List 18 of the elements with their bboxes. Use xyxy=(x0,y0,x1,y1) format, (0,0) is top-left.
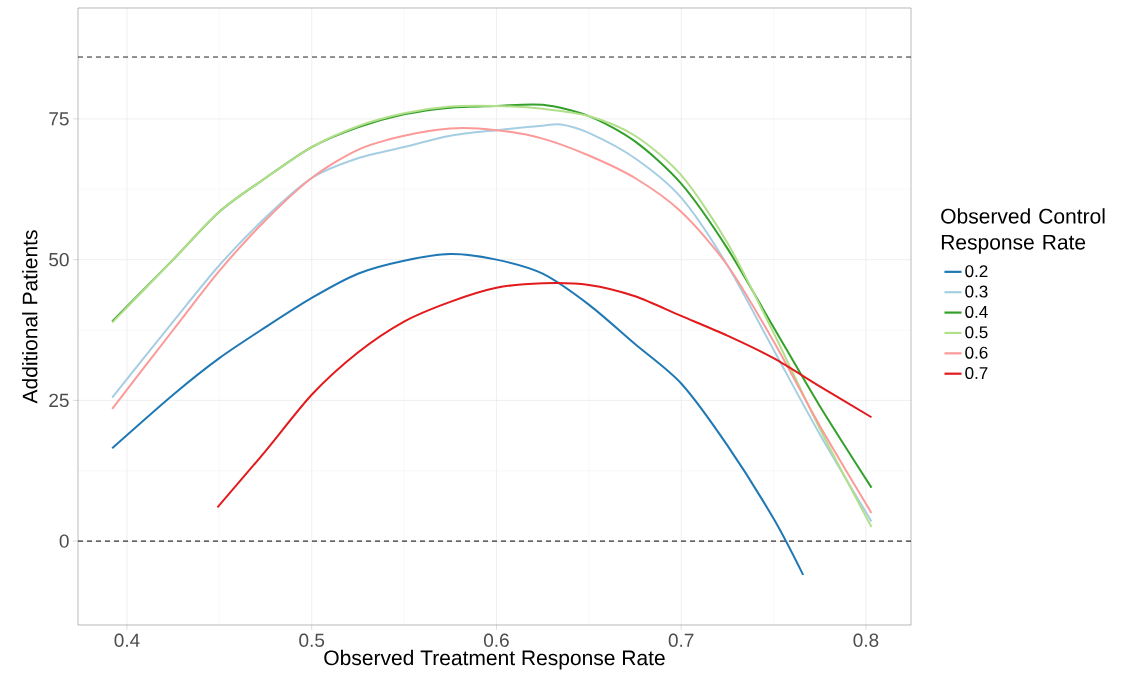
x-axis-title: Observed Treatment Response Rate xyxy=(324,649,665,670)
legend-title: Observed Control Response Rate xyxy=(941,208,1105,254)
x-tick-label: 0.8 xyxy=(853,633,879,647)
x-tick-label: 0.7 xyxy=(668,633,694,647)
legend-label: 0.5 xyxy=(965,326,988,339)
y-tick-label: 0 xyxy=(59,534,69,548)
legend-label: 0.6 xyxy=(965,346,988,359)
y-tick-label: 50 xyxy=(49,252,69,267)
y-tick-label: 25 xyxy=(49,393,69,408)
y-axis-title: Additional Patients xyxy=(22,230,38,404)
legend-label: 0.2 xyxy=(965,265,988,278)
legend-label: 0.7 xyxy=(965,367,988,380)
x-tick-label: 0.6 xyxy=(483,633,509,647)
x-tick-label: 0.4 xyxy=(114,633,140,647)
y-tick-label: 75 xyxy=(49,112,69,126)
x-tick-label: 0.5 xyxy=(299,633,325,647)
legend-label: 0.3 xyxy=(965,285,988,298)
legend-label: 0.4 xyxy=(965,305,988,318)
